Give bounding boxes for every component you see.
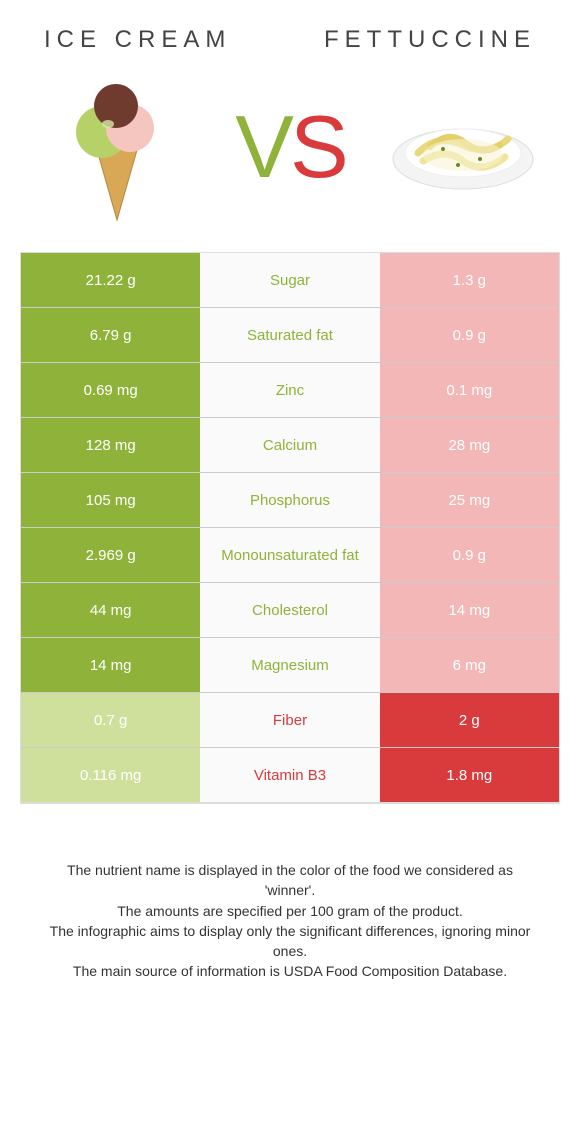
nutrient-label: Monounsaturated fat xyxy=(200,528,379,582)
nutrient-label: Zinc xyxy=(200,363,379,417)
table-row: 44 mgCholesterol14 mg xyxy=(21,583,559,638)
left-value: 6.79 g xyxy=(21,308,200,362)
nutrient-label: Sugar xyxy=(200,253,379,307)
note-line: The infographic aims to display only the… xyxy=(40,921,540,962)
table-row: 0.7 gFiber2 g xyxy=(21,693,559,748)
vs-label: V S xyxy=(235,103,344,191)
header-titles: ICE CREAM FETTUCCINE xyxy=(0,0,580,54)
table-row: 21.22 gSugar1.3 g xyxy=(21,253,559,308)
left-food-title: ICE CREAM xyxy=(44,26,231,54)
left-value: 44 mg xyxy=(21,583,200,637)
right-value: 25 mg xyxy=(380,473,559,527)
footer-notes: The nutrient name is displayed in the co… xyxy=(0,804,580,982)
vs-v: V xyxy=(235,103,290,191)
right-value: 0.9 g xyxy=(380,528,559,582)
right-value: 1.3 g xyxy=(380,253,559,307)
right-value: 0.9 g xyxy=(380,308,559,362)
table-row: 6.79 gSaturated fat0.9 g xyxy=(21,308,559,363)
table-row: 105 mgPhosphorus25 mg xyxy=(21,473,559,528)
table-row: 0.69 mgZinc0.1 mg xyxy=(21,363,559,418)
nutrient-label: Cholesterol xyxy=(200,583,379,637)
left-value: 0.69 mg xyxy=(21,363,200,417)
right-value: 6 mg xyxy=(380,638,559,692)
table-row: 2.969 gMonounsaturated fat0.9 g xyxy=(21,528,559,583)
note-line: The amounts are specified per 100 gram o… xyxy=(40,901,540,921)
note-line: The main source of information is USDA F… xyxy=(40,961,540,981)
right-value: 0.1 mg xyxy=(380,363,559,417)
table-row: 0.116 mgVitamin B31.8 mg xyxy=(21,748,559,803)
right-food-title: FETTUCCINE xyxy=(324,26,536,54)
comparison-table: 21.22 gSugar1.3 g6.79 gSaturated fat0.9 … xyxy=(20,252,560,804)
nutrient-label: Fiber xyxy=(200,693,379,747)
nutrient-label: Calcium xyxy=(200,418,379,472)
note-line: The nutrient name is displayed in the co… xyxy=(40,860,540,901)
right-value: 1.8 mg xyxy=(380,748,559,802)
nutrient-label: Vitamin B3 xyxy=(200,748,379,802)
left-value: 0.116 mg xyxy=(21,748,200,802)
left-value: 2.969 g xyxy=(21,528,200,582)
left-value: 14 mg xyxy=(21,638,200,692)
right-value: 2 g xyxy=(380,693,559,747)
left-value: 128 mg xyxy=(21,418,200,472)
right-value: 28 mg xyxy=(380,418,559,472)
nutrient-label: Magnesium xyxy=(200,638,379,692)
table-row: 128 mgCalcium28 mg xyxy=(21,418,559,473)
nutrient-label: Saturated fat xyxy=(200,308,379,362)
left-value: 105 mg xyxy=(21,473,200,527)
hero-row: V S xyxy=(0,54,580,252)
right-value: 14 mg xyxy=(380,583,559,637)
left-value: 0.7 g xyxy=(21,693,200,747)
left-value: 21.22 g xyxy=(21,253,200,307)
table-row: 14 mgMagnesium6 mg xyxy=(21,638,559,693)
nutrient-label: Phosphorus xyxy=(200,473,379,527)
fettuccine-icon xyxy=(388,72,538,222)
vs-s: S xyxy=(290,103,345,191)
ice-cream-icon xyxy=(42,72,192,222)
